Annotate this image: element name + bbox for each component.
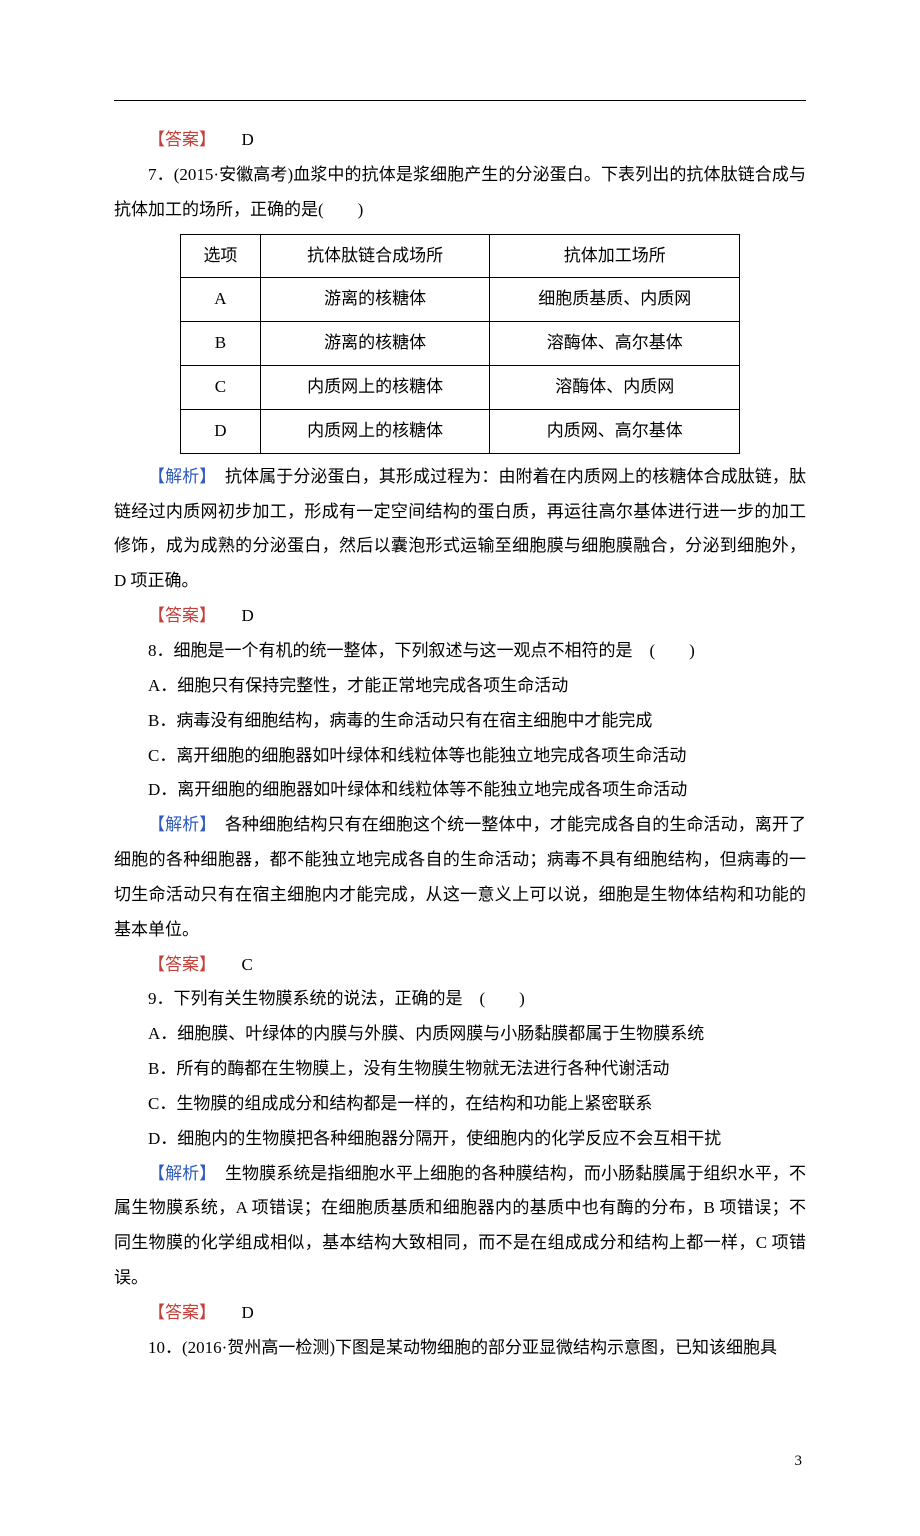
answer-label: 【答案】 — [148, 130, 216, 149]
answer-label: 【答案】 — [148, 1303, 216, 1322]
q7-r1c2: 溶酶体、高尔基体 — [490, 322, 740, 366]
q7-r3c1: 内质网上的核糖体 — [260, 409, 490, 453]
q9-option-d: D．细胞内的生物膜把各种细胞器分隔开，使细胞内的化学反应不会互相干扰 — [114, 1122, 806, 1157]
q8-answer-letter: C — [242, 955, 253, 974]
spacer — [220, 955, 237, 974]
q8-option-a: A．细胞只有保持完整性，才能正常地完成各项生命活动 — [114, 669, 806, 704]
q9-option-c: C．生物膜的组成成分和结构都是一样的，在结构和功能上紧密联系 — [114, 1087, 806, 1122]
analysis-label: 【解析】 — [148, 815, 208, 834]
analysis-label: 【解析】 — [148, 1164, 208, 1183]
q7-th-0: 选项 — [181, 234, 261, 278]
q8-analysis: 【解析】 各种细胞结构只有在细胞这个统一整体中，才能完成各自的生命活动，离开了细… — [114, 808, 806, 947]
q8-option-c: C．离开细胞的细胞器如叶绿体和线粒体等也能独立地完成各项生命活动 — [114, 739, 806, 774]
analysis-label: 【解析】 — [148, 467, 208, 486]
q7-r1c1: 游离的核糖体 — [260, 322, 490, 366]
q7-r3c0: D — [181, 409, 261, 453]
top-rule — [114, 100, 806, 101]
q8-option-d: D．离开细胞的细胞器如叶绿体和线粒体等不能独立地完成各项生命活动 — [114, 773, 806, 808]
q8-analysis-text: 各种细胞结构只有在细胞这个统一整体中，才能完成各自的生命活动，离开了细胞的各种细… — [114, 815, 806, 939]
q7-r2c0: C — [181, 366, 261, 410]
q7-analysis: 【解析】 抗体属于分泌蛋白，其形成过程为：由附着在内质网上的核糖体合成肽链，肽链… — [114, 460, 806, 599]
q7-r2c1: 内质网上的核糖体 — [260, 366, 490, 410]
q7-stem: 7．(2015·安徽高考)血浆中的抗体是浆细胞产生的分泌蛋白。下表列出的抗体肽链… — [114, 158, 806, 228]
q6-answer-letter: D — [242, 130, 254, 149]
answer-label: 【答案】 — [148, 606, 216, 625]
q7-table: 选项 抗体肽链合成场所 抗体加工场所 A 游离的核糖体 细胞质基质、内质网 B … — [180, 234, 740, 454]
table-row: B 游离的核糖体 溶酶体、高尔基体 — [181, 322, 740, 366]
q7-r2c2: 溶酶体、内质网 — [490, 366, 740, 410]
spacer — [220, 130, 237, 149]
q8-option-b: B．病毒没有细胞结构，病毒的生命活动只有在宿主细胞中才能完成 — [114, 704, 806, 739]
q9-option-b: B．所有的酶都在生物膜上，没有生物膜生物就无法进行各种代谢活动 — [114, 1052, 806, 1087]
q7-table-header-row: 选项 抗体肽链合成场所 抗体加工场所 — [181, 234, 740, 278]
q8-stem: 8．细胞是一个有机的统一整体，下列叙述与这一观点不相符的是 ( ) — [114, 634, 806, 669]
q9-answer-letter: D — [242, 1303, 254, 1322]
q7-th-2: 抗体加工场所 — [490, 234, 740, 278]
q6-answer-line: 【答案】 D — [114, 123, 806, 158]
q7-answer-line: 【答案】 D — [114, 599, 806, 634]
q7-r0c1: 游离的核糖体 — [260, 278, 490, 322]
table-row: C 内质网上的核糖体 溶酶体、内质网 — [181, 366, 740, 410]
q8-answer-line: 【答案】 C — [114, 948, 806, 983]
answer-label: 【答案】 — [148, 955, 216, 974]
q9-option-a: A．细胞膜、叶绿体的内膜与外膜、内质网膜与小肠黏膜都属于生物膜系统 — [114, 1017, 806, 1052]
q7-r0c2: 细胞质基质、内质网 — [490, 278, 740, 322]
spacer — [220, 606, 237, 625]
q9-analysis: 【解析】 生物膜系统是指细胞水平上细胞的各种膜结构，而小肠黏膜属于组织水平，不属… — [114, 1157, 806, 1296]
page-number: 3 — [114, 1446, 806, 1477]
q7-answer-letter: D — [242, 606, 254, 625]
q7-analysis-text: 抗体属于分泌蛋白，其形成过程为：由附着在内质网上的核糖体合成肽链，肽链经过内质网… — [114, 467, 806, 591]
q7-r3c2: 内质网、高尔基体 — [490, 409, 740, 453]
table-row: D 内质网上的核糖体 内质网、高尔基体 — [181, 409, 740, 453]
table-row: A 游离的核糖体 细胞质基质、内质网 — [181, 278, 740, 322]
q7-th-1: 抗体肽链合成场所 — [260, 234, 490, 278]
spacer — [220, 1303, 237, 1322]
q7-r0c0: A — [181, 278, 261, 322]
q9-answer-line: 【答案】 D — [114, 1296, 806, 1331]
q7-r1c0: B — [181, 322, 261, 366]
q9-stem: 9．下列有关生物膜系统的说法，正确的是 ( ) — [114, 982, 806, 1017]
q10-stem: 10．(2016·贺州高一检测)下图是某动物细胞的部分亚显微结构示意图，已知该细… — [114, 1331, 806, 1366]
q9-analysis-text: 生物膜系统是指细胞水平上细胞的各种膜结构，而小肠黏膜属于组织水平，不属生物膜系统… — [114, 1164, 806, 1288]
